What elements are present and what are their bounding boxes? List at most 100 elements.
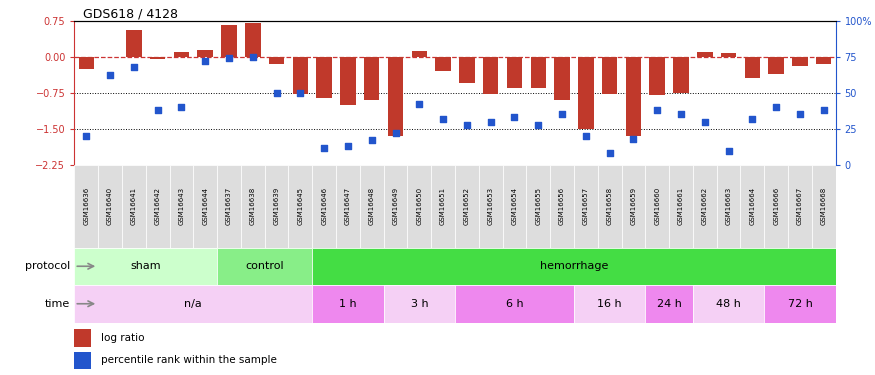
Point [150, 107, 164, 113]
Point [507, 114, 522, 120]
Text: log ratio: log ratio [101, 333, 144, 343]
Point [388, 130, 402, 136]
Text: GSM16658: GSM16658 [606, 187, 612, 225]
Text: GSM16639: GSM16639 [274, 187, 280, 225]
Bar [221, 26, 237, 57]
FancyBboxPatch shape [289, 165, 312, 248]
Text: GSM16645: GSM16645 [298, 187, 304, 225]
FancyBboxPatch shape [217, 165, 241, 248]
Bar [507, 57, 522, 88]
Text: GSM16656: GSM16656 [559, 187, 565, 225]
Point [412, 101, 426, 107]
Text: percentile rank within the sample: percentile rank within the sample [101, 356, 276, 366]
FancyBboxPatch shape [74, 248, 217, 285]
FancyBboxPatch shape [336, 165, 360, 248]
Text: GSM16640: GSM16640 [107, 187, 113, 225]
FancyBboxPatch shape [265, 165, 289, 248]
Point [317, 145, 331, 151]
Point [199, 58, 213, 64]
Bar [792, 57, 808, 66]
Bar [436, 57, 451, 71]
Bar [555, 57, 570, 100]
Text: GSM16641: GSM16641 [131, 187, 136, 225]
Point [293, 90, 307, 96]
Text: n/a: n/a [185, 299, 202, 309]
Point [80, 133, 94, 139]
FancyBboxPatch shape [717, 165, 740, 248]
Text: 3 h: 3 h [410, 299, 428, 309]
FancyBboxPatch shape [408, 165, 431, 248]
Bar [292, 57, 308, 94]
Text: 6 h: 6 h [506, 299, 523, 309]
Point [246, 54, 260, 60]
Text: GSM16662: GSM16662 [702, 187, 708, 225]
FancyBboxPatch shape [788, 165, 812, 248]
Text: GSM16652: GSM16652 [464, 187, 470, 225]
Text: GSM16668: GSM16668 [821, 187, 827, 225]
Point [626, 136, 640, 142]
Text: hemorrhage: hemorrhage [540, 261, 608, 271]
Bar [483, 57, 499, 94]
FancyBboxPatch shape [502, 165, 527, 248]
Bar [74, 352, 91, 369]
Point [697, 118, 711, 124]
FancyBboxPatch shape [312, 165, 336, 248]
Bar [198, 50, 213, 57]
Bar [649, 57, 665, 95]
Point [103, 72, 117, 78]
Point [341, 143, 355, 149]
Point [484, 118, 498, 124]
FancyBboxPatch shape [740, 165, 764, 248]
Point [174, 104, 188, 110]
FancyBboxPatch shape [646, 285, 693, 322]
Text: 72 h: 72 h [788, 299, 812, 309]
FancyBboxPatch shape [312, 248, 836, 285]
Text: GDS618 / 4128: GDS618 / 4128 [83, 8, 178, 21]
FancyBboxPatch shape [527, 165, 550, 248]
FancyBboxPatch shape [74, 165, 98, 248]
FancyBboxPatch shape [669, 165, 693, 248]
FancyBboxPatch shape [241, 165, 265, 248]
Bar [411, 51, 427, 57]
Text: 24 h: 24 h [656, 299, 682, 309]
Bar [816, 57, 831, 64]
Text: GSM16657: GSM16657 [583, 187, 589, 225]
FancyBboxPatch shape [170, 165, 193, 248]
FancyBboxPatch shape [360, 165, 383, 248]
Text: sham: sham [130, 261, 161, 271]
Text: 48 h: 48 h [716, 299, 741, 309]
Point [793, 111, 807, 117]
Point [746, 116, 760, 122]
Text: GSM16664: GSM16664 [749, 187, 755, 225]
Bar [79, 57, 94, 69]
FancyBboxPatch shape [574, 165, 598, 248]
FancyBboxPatch shape [431, 165, 455, 248]
Text: GSM16667: GSM16667 [797, 187, 803, 225]
Text: GSM16661: GSM16661 [678, 187, 684, 225]
FancyBboxPatch shape [122, 165, 146, 248]
Text: GSM16647: GSM16647 [345, 187, 351, 225]
Bar [150, 57, 165, 59]
FancyBboxPatch shape [217, 248, 312, 285]
Text: GSM16642: GSM16642 [155, 187, 161, 225]
Point [270, 90, 284, 96]
Point [769, 104, 783, 110]
Bar [673, 57, 689, 93]
Bar [245, 23, 261, 57]
Point [722, 147, 736, 154]
Text: GSM16648: GSM16648 [368, 187, 374, 225]
Bar [74, 329, 91, 346]
Text: GSM16655: GSM16655 [536, 187, 542, 225]
FancyBboxPatch shape [98, 165, 122, 248]
FancyBboxPatch shape [812, 165, 836, 248]
FancyBboxPatch shape [383, 165, 408, 248]
FancyBboxPatch shape [383, 285, 455, 322]
Text: GSM16666: GSM16666 [774, 187, 779, 225]
Bar [340, 57, 355, 105]
FancyBboxPatch shape [74, 285, 312, 322]
FancyBboxPatch shape [146, 165, 170, 248]
Text: GSM16651: GSM16651 [440, 187, 446, 225]
Bar [530, 57, 546, 88]
Text: 1 h: 1 h [340, 299, 357, 309]
Bar [459, 57, 474, 83]
